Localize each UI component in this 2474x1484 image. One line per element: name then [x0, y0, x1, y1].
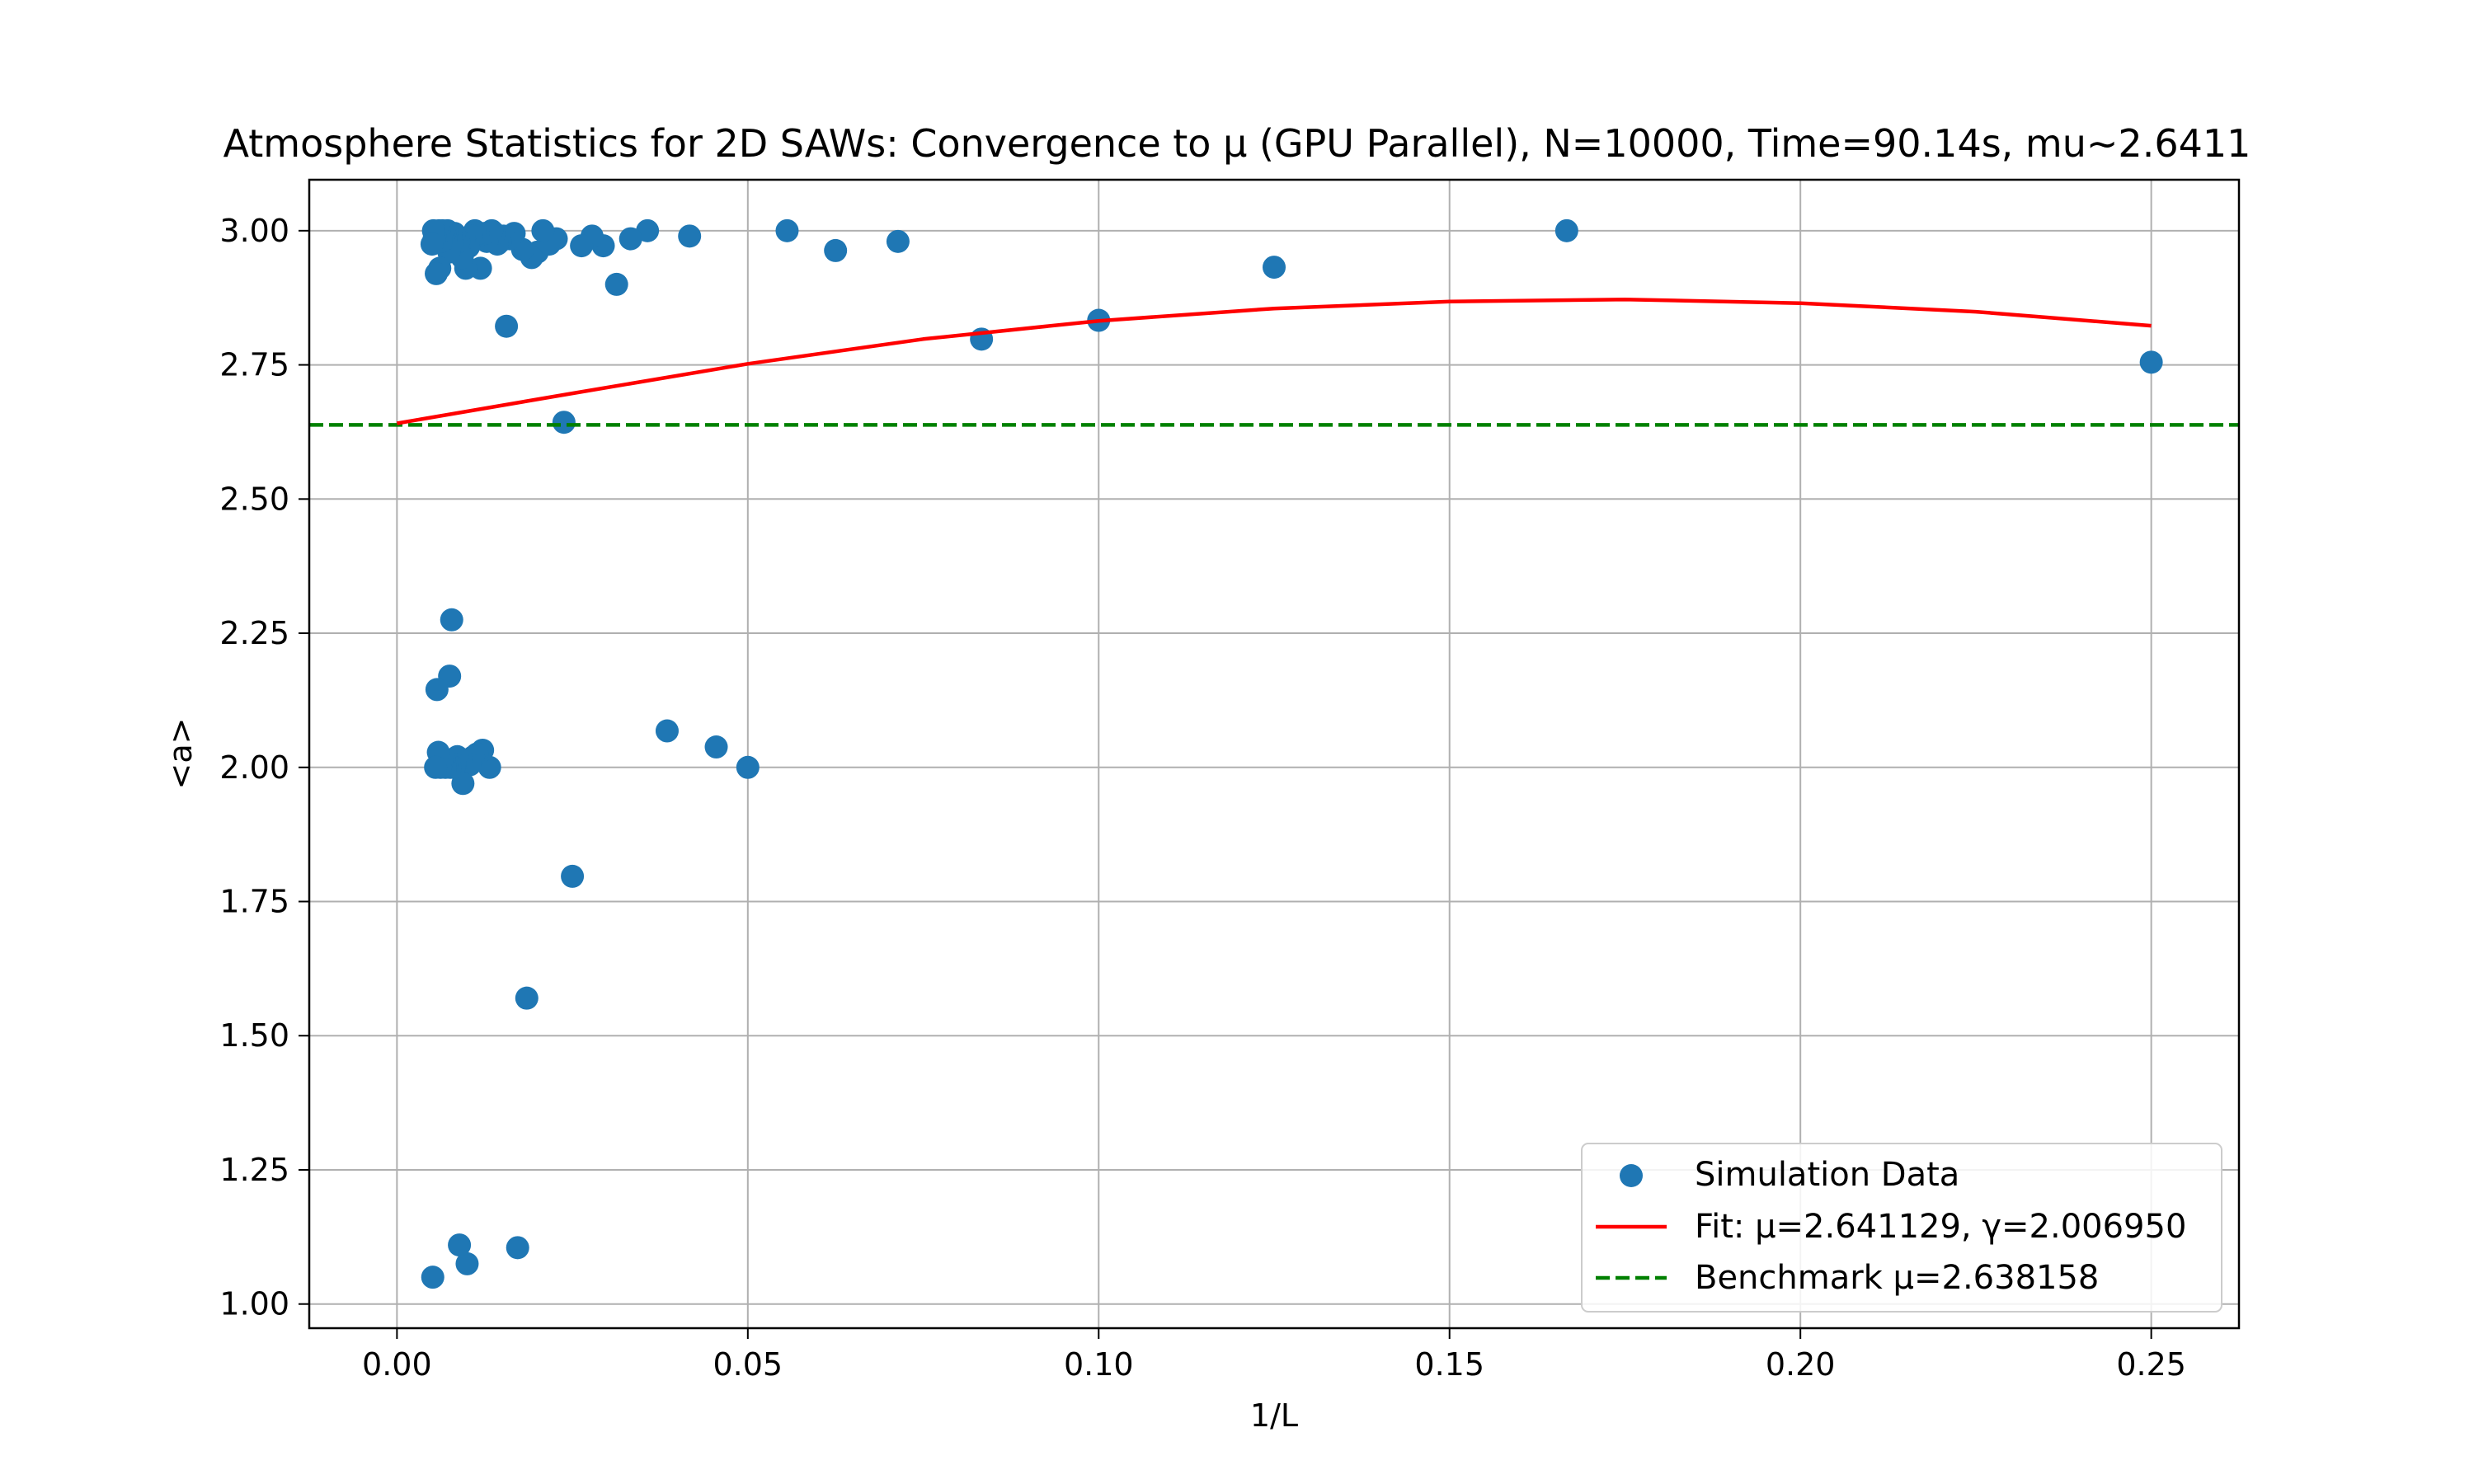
data-point	[425, 678, 449, 702]
x-axis-label: 1/L	[1250, 1397, 1298, 1434]
legend-marker-simulation	[1620, 1164, 1643, 1187]
legend-label-fit: Fit: μ=2.641129, γ=2.006950	[1695, 1208, 2186, 1246]
x-tick-label: 0.10	[1064, 1346, 1134, 1383]
data-point	[506, 1236, 529, 1260]
data-point	[440, 608, 463, 632]
data-point	[421, 1266, 444, 1289]
data-point	[618, 227, 642, 251]
data-point	[1263, 256, 1286, 279]
data-point	[886, 229, 910, 253]
y-tick-label: 2.00	[219, 749, 289, 786]
legend-box	[1581, 1143, 2222, 1313]
y-tick-label: 1.00	[219, 1286, 289, 1322]
legend: Simulation Data Fit: μ=2.641129, γ=2.006…	[1581, 1143, 2222, 1313]
legend-label-benchmark: Benchmark μ=2.638158	[1695, 1259, 2099, 1297]
chart-title: Atmosphere Statistics for 2D SAWs: Conve…	[223, 121, 2251, 166]
y-tick-label: 2.25	[219, 615, 289, 651]
data-point	[448, 1233, 472, 1257]
plot-data	[309, 218, 2239, 1289]
data-point	[2139, 350, 2163, 374]
plot-frame	[308, 178, 2241, 1330]
data-point	[531, 218, 555, 242]
data-point	[678, 224, 702, 248]
axis-ticks: 0.00 0.05 0.10 0.15 0.20 0.25 1.00 1.25 1.50 1.75…	[219, 213, 2186, 1383]
x-tick-label: 0.20	[1766, 1346, 1836, 1383]
data-point	[736, 755, 760, 779]
x-tick-label: 0.00	[362, 1346, 432, 1383]
data-point	[775, 218, 799, 242]
data-point	[704, 735, 728, 759]
y-tick-label: 2.50	[219, 481, 289, 517]
data-point	[570, 234, 594, 258]
y-tick-label: 2.75	[219, 347, 289, 383]
y-axis-label: <a>	[162, 718, 199, 790]
y-tick-label: 1.50	[219, 1017, 289, 1054]
x-tick-label: 0.25	[2116, 1346, 2186, 1383]
y-tick-label: 1.25	[219, 1152, 289, 1188]
data-point	[424, 755, 448, 779]
data-point	[1554, 218, 1578, 242]
data-point	[425, 261, 449, 285]
data-point	[552, 411, 576, 434]
data-point	[495, 314, 519, 338]
x-tick-label: 0.15	[1414, 1346, 1484, 1383]
fit-curve	[397, 297, 2152, 425]
y-tick-label: 1.75	[219, 884, 289, 920]
data-point	[561, 864, 585, 888]
grid	[309, 180, 2239, 1328]
data-point	[455, 1252, 479, 1275]
legend-label-simulation: Simulation Data	[1695, 1156, 1959, 1194]
data-point	[604, 272, 628, 296]
x-tick-label: 0.05	[713, 1346, 783, 1383]
y-tick-label: 3.00	[219, 213, 289, 249]
data-point	[655, 719, 679, 743]
data-point	[515, 986, 539, 1010]
data-point	[420, 232, 444, 256]
data-point	[824, 238, 848, 262]
